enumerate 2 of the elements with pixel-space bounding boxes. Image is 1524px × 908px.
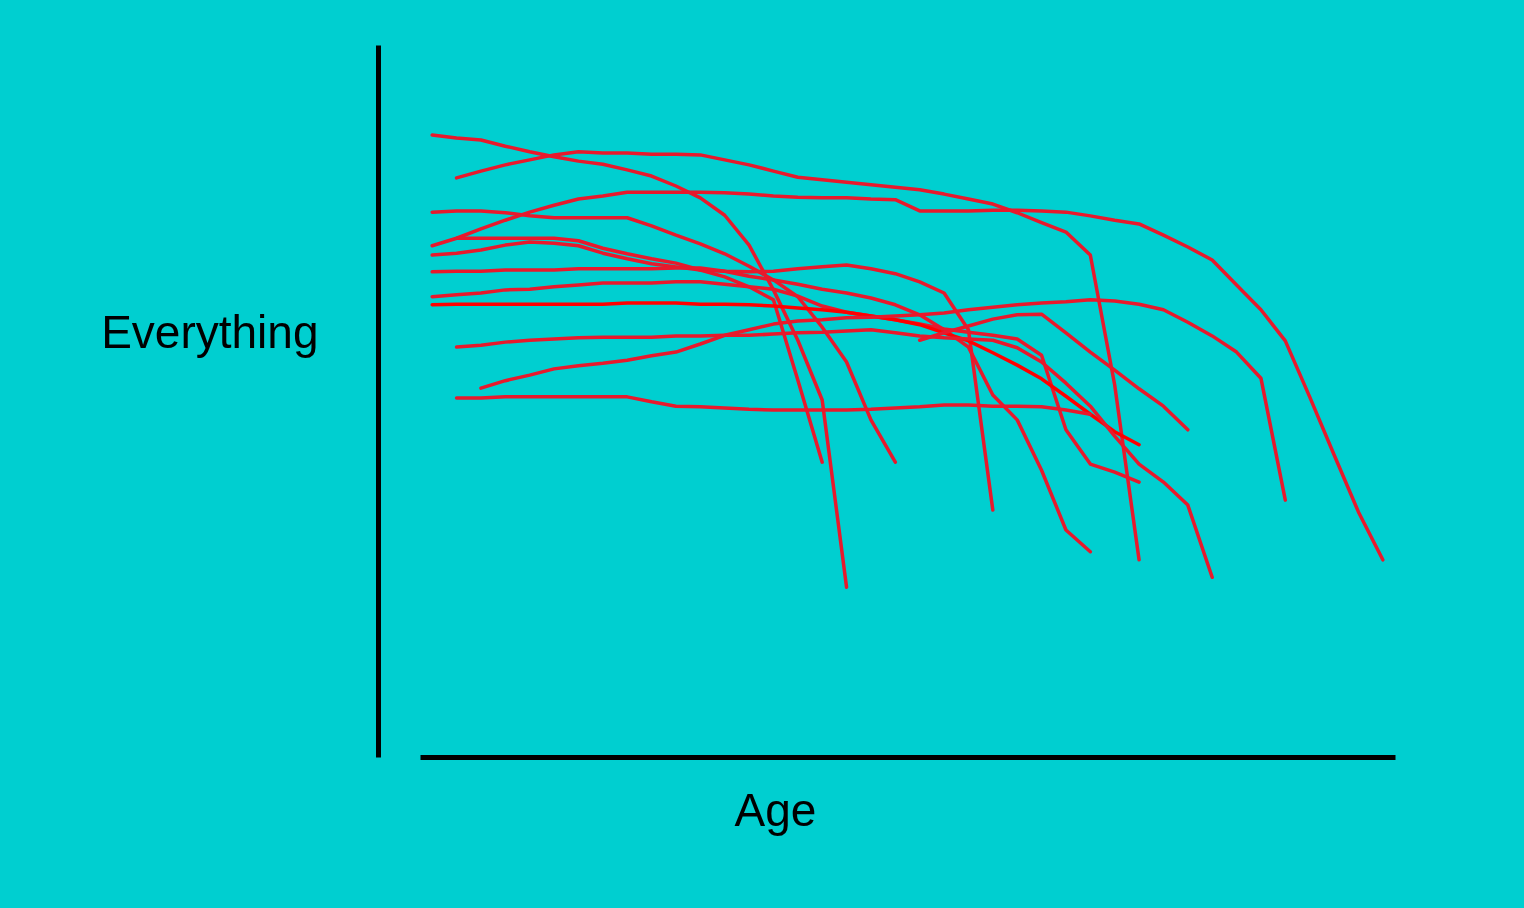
x-axis-title: Age (734, 783, 817, 836)
y-axis-title: Everything (101, 305, 319, 358)
